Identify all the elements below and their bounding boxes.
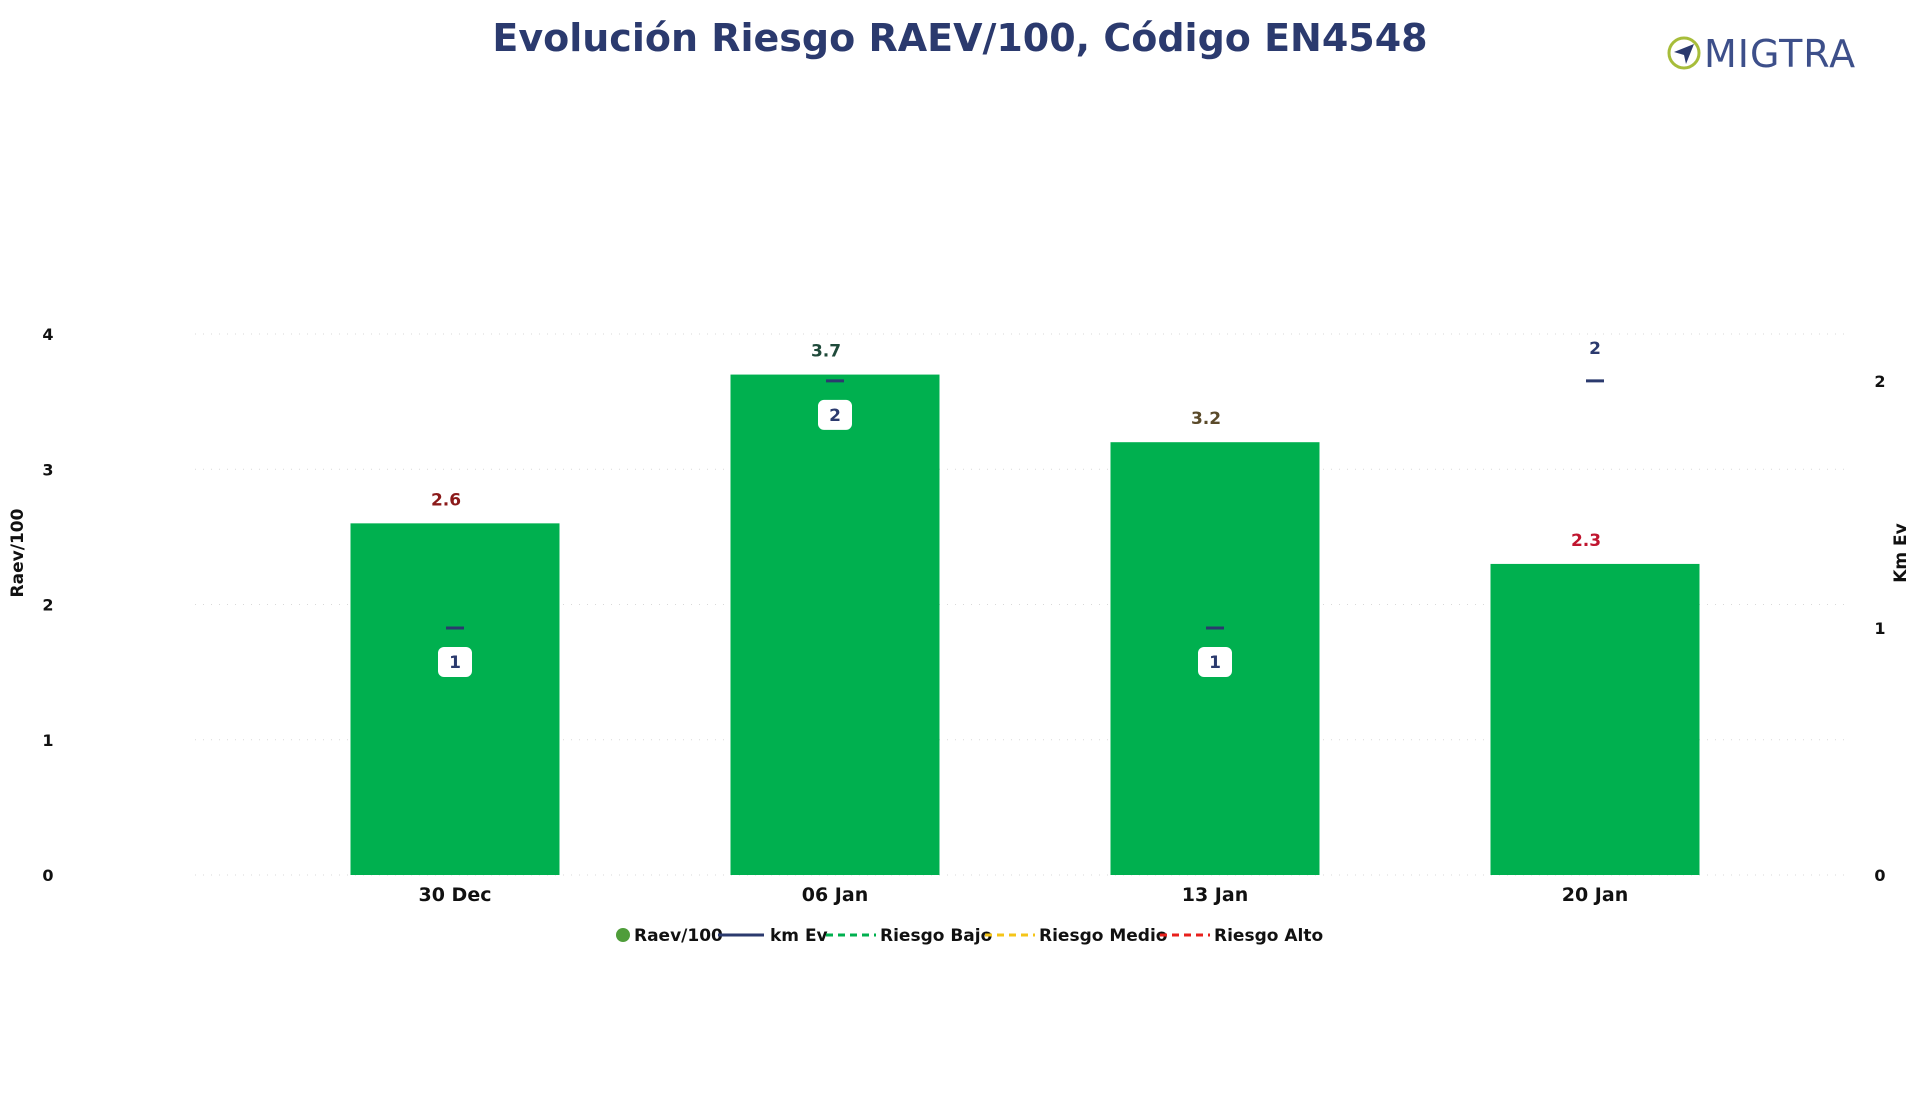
migtra-logo: MIGTRA [1664,28,1904,83]
logo-text: MIGTRA [1704,32,1856,76]
legend-label-km: km Ev [770,926,828,946]
km-value-label: 2 [1589,339,1601,359]
y-tick-label: 4 [42,325,53,344]
y-axis-label: Raev/100 [8,508,28,597]
km-label-box [818,399,852,430]
bar-value-label: 3.2 [1191,409,1221,429]
y2-tick-label: 0 [1874,866,1885,885]
y-tick-label: 3 [42,460,53,479]
bar-raev-4 [1490,563,1700,875]
bar-value-label: 2.3 [1571,531,1601,551]
y-tick-label: 2 [42,596,53,615]
km-value-label: 1 [449,653,461,673]
y2-tick-label: 2 [1874,372,1885,391]
km-value-label: 2 [829,406,841,426]
km-label-box [438,646,472,677]
x-tick-label: 13 Jan [1182,884,1248,906]
y2-tick-label: 1 [1874,619,1885,638]
bar-raev-1 [350,523,560,875]
legend-label-ref: Riesgo Bajo [880,926,992,946]
legend-marker-raev [616,928,630,942]
x-tick-label: 06 Jan [802,884,868,906]
y2-axis-label: Km Ev [1891,523,1911,583]
compass-arrow-icon: MIGTRA [1667,32,1856,76]
legend-label-ref: Riesgo Medio [1039,926,1167,946]
bar-value-label: 2.6 [431,490,461,510]
bar-value-label: 3.7 [811,342,841,362]
y-tick-label: 0 [42,866,53,885]
legend-label-raev: Raev/100 [634,926,723,946]
x-tick-label: 20 Jan [1562,884,1628,906]
y-tick-label: 1 [42,731,53,750]
km-value-label: 1 [1209,653,1221,673]
bar-raev-2 [730,374,940,875]
x-tick-label: 30 Dec [419,884,492,906]
chart-title: Evolución Riesgo RAEV/100, Código EN4548 [492,16,1428,60]
km-label-box [1198,646,1232,677]
legend-label-ref: Riesgo Alto [1214,926,1323,946]
